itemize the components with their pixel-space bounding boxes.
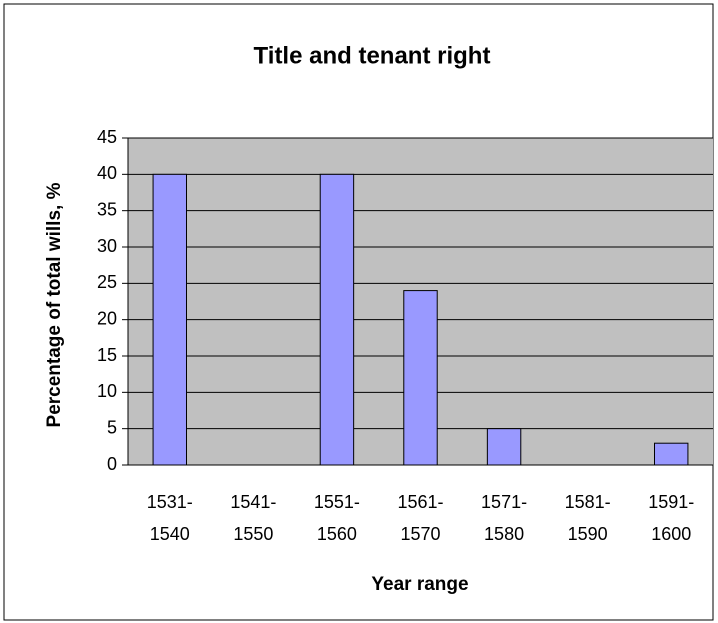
x-tick-label: 1561-1570 — [397, 492, 443, 544]
x-tick-label: 1541-1550 — [230, 492, 276, 544]
y-tick-label: 15 — [97, 345, 117, 365]
y-tick-label: 45 — [97, 127, 117, 147]
x-tick-label: 1571-1580 — [481, 492, 527, 544]
y-tick-label: 40 — [97, 163, 117, 183]
y-tick-label: 35 — [97, 199, 117, 219]
y-tick-label: 0 — [107, 454, 117, 474]
y-axis-label: Percentage of total wills, % — [44, 182, 65, 427]
chart-title: Title and tenant right — [254, 42, 491, 69]
bar — [403, 290, 438, 466]
y-tick-label: 20 — [97, 308, 117, 328]
x-tick-label: 1531-1540 — [147, 492, 193, 544]
bar — [486, 428, 522, 466]
y-tick-label: 5 — [107, 417, 117, 437]
y-tick-label: 30 — [97, 236, 117, 256]
x-tick-label: 1581-1590 — [565, 492, 611, 544]
x-tick-label: 1591-1600 — [648, 492, 694, 544]
bar — [319, 173, 355, 466]
x-tick-label: 1551-1560 — [314, 492, 360, 544]
bar — [654, 442, 689, 466]
y-tick-label: 10 — [97, 381, 117, 401]
x-axis-label: Year range — [371, 574, 468, 595]
y-tick-label: 25 — [97, 272, 117, 292]
bar — [152, 173, 187, 466]
